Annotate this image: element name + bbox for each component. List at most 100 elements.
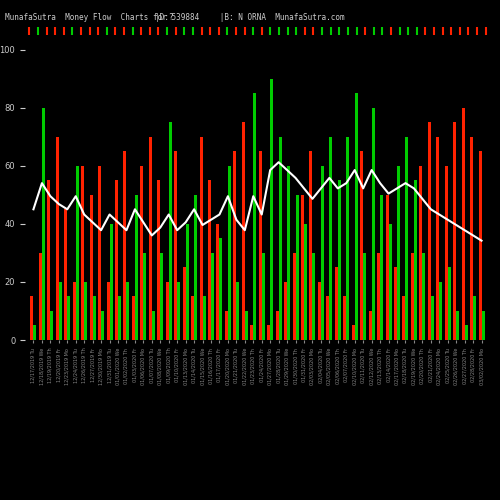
Bar	[245, 311, 248, 340]
Bar	[462, 108, 464, 340]
Bar	[284, 282, 287, 340]
Bar	[464, 326, 468, 340]
Bar	[177, 282, 180, 340]
Bar	[194, 195, 197, 340]
Bar	[262, 253, 264, 340]
Bar	[220, 238, 222, 340]
Bar	[312, 253, 316, 340]
Bar	[330, 136, 332, 340]
Bar	[34, 326, 36, 340]
Bar	[310, 151, 312, 340]
Bar	[68, 296, 70, 340]
Bar	[211, 253, 214, 340]
Bar	[448, 268, 450, 340]
Bar	[64, 210, 68, 340]
Bar	[124, 151, 126, 340]
Bar	[81, 166, 84, 340]
Bar	[140, 166, 143, 340]
Bar	[377, 253, 380, 340]
Bar	[388, 224, 392, 340]
Bar	[90, 195, 92, 340]
Bar	[56, 136, 59, 340]
Bar	[132, 296, 135, 340]
Bar	[414, 180, 417, 340]
Bar	[135, 195, 138, 340]
Bar	[234, 151, 236, 340]
Bar	[98, 166, 101, 340]
Bar	[436, 136, 440, 340]
Bar	[428, 122, 431, 340]
Bar	[304, 224, 307, 340]
Bar	[160, 253, 163, 340]
Bar	[270, 78, 273, 340]
Bar	[470, 136, 473, 340]
Bar	[440, 282, 442, 340]
Bar	[473, 296, 476, 340]
Bar	[321, 166, 324, 340]
Bar	[39, 253, 42, 340]
Bar	[420, 166, 422, 340]
Bar	[380, 195, 383, 340]
Bar	[166, 282, 168, 340]
Bar	[48, 180, 50, 340]
Bar	[363, 253, 366, 340]
Bar	[118, 296, 121, 340]
Bar	[228, 166, 231, 340]
Bar	[236, 282, 240, 340]
Bar	[296, 195, 298, 340]
Bar	[346, 136, 349, 340]
Bar	[73, 282, 76, 340]
Bar	[200, 136, 202, 340]
Bar	[386, 195, 388, 340]
Bar	[158, 180, 160, 340]
Bar	[406, 136, 408, 340]
Bar	[101, 311, 104, 340]
Bar	[76, 166, 78, 340]
Bar	[115, 180, 118, 340]
Bar	[354, 93, 358, 340]
Bar	[368, 311, 372, 340]
Bar	[149, 136, 152, 340]
Bar	[182, 268, 186, 340]
Bar	[338, 180, 341, 340]
Bar	[216, 224, 220, 340]
Bar	[431, 296, 434, 340]
Bar	[478, 151, 482, 340]
Bar	[394, 268, 397, 340]
Bar	[335, 268, 338, 340]
Bar	[208, 180, 211, 340]
Bar	[110, 224, 112, 340]
Bar	[202, 296, 205, 340]
Bar	[30, 296, 34, 340]
Bar	[411, 253, 414, 340]
Bar	[225, 311, 228, 340]
Bar	[92, 296, 96, 340]
Bar	[242, 122, 245, 340]
Bar	[84, 282, 87, 340]
Bar	[292, 253, 296, 340]
Bar	[456, 311, 459, 340]
Bar	[360, 151, 363, 340]
Bar	[318, 282, 321, 340]
Bar	[144, 253, 146, 340]
Bar	[278, 136, 281, 340]
Bar	[344, 296, 346, 340]
Bar	[259, 151, 262, 340]
Bar	[352, 326, 354, 340]
Bar	[276, 311, 278, 340]
Text: |D:?          |B: N ORNA  MunafaSutra.com: |D:? |B: N ORNA MunafaSutra.com	[155, 12, 345, 22]
Bar	[59, 282, 62, 340]
Bar	[191, 296, 194, 340]
Bar	[453, 122, 456, 340]
Bar	[397, 166, 400, 340]
Bar	[445, 166, 448, 340]
Bar	[106, 282, 110, 340]
Bar	[186, 224, 188, 340]
Bar	[482, 311, 484, 340]
Bar	[152, 311, 155, 340]
Bar	[326, 296, 330, 340]
Bar	[126, 282, 130, 340]
Text: MunafaSutra  Money Flow  Charts for 539884: MunafaSutra Money Flow Charts for 539884	[5, 12, 199, 22]
Bar	[402, 296, 406, 340]
Bar	[42, 108, 45, 340]
